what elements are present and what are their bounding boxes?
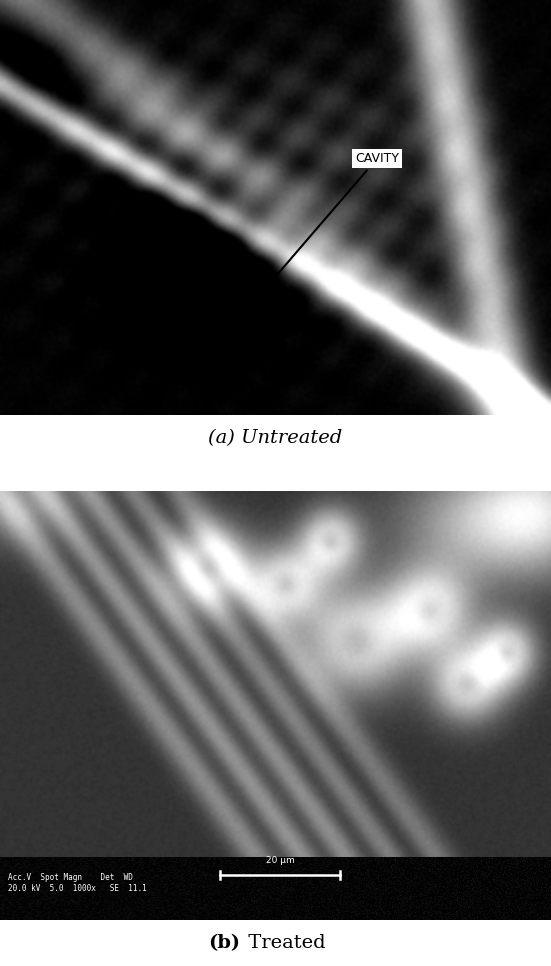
Text: (a) Untreated: (a) Untreated: [208, 430, 343, 447]
Text: Treated: Treated: [242, 934, 326, 952]
Text: Acc.V  Spot Magn    Det  WD: Acc.V Spot Magn Det WD: [8, 873, 133, 882]
Text: (b): (b): [208, 934, 240, 952]
Text: 20.0 kV  5.0  1000x   SE  11.1: 20.0 kV 5.0 1000x SE 11.1: [8, 884, 147, 893]
Text: CAVITY: CAVITY: [264, 153, 399, 290]
Text: 20 μm: 20 μm: [266, 856, 294, 865]
